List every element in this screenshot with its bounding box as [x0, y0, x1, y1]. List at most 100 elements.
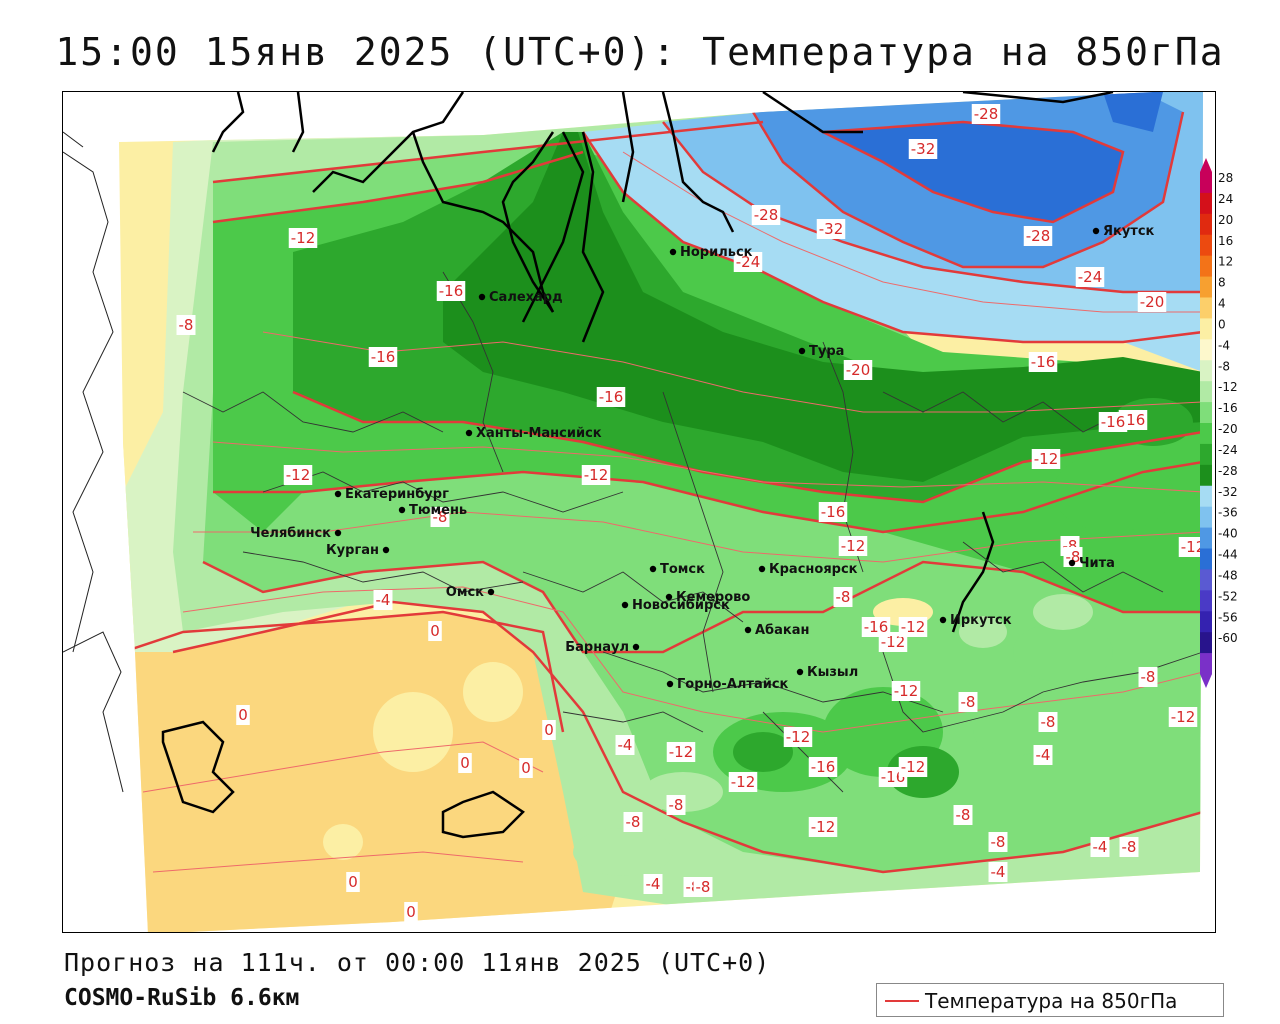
isotherm-label: -16	[371, 348, 396, 366]
colorbar-swatch	[1200, 318, 1212, 340]
isotherm-label: 0	[544, 721, 554, 739]
city-label: Абакан	[755, 623, 810, 638]
isotherm-label-bg	[733, 252, 763, 272]
legend-label: Температура на 850гПа	[925, 989, 1178, 1013]
city-label: Чита	[1079, 556, 1115, 571]
isotherm-label-bg	[288, 228, 318, 248]
isotherm-label-bg	[1138, 667, 1158, 687]
colorbar-swatches	[1200, 158, 1212, 688]
city-marker: Красноярск	[758, 562, 858, 577]
city-dot	[1068, 559, 1076, 567]
isotherm-label-bg	[176, 315, 196, 335]
city-marker: Якутск	[1092, 224, 1155, 239]
isotherm-label: 0	[406, 903, 416, 921]
colorbar-swatch	[1200, 297, 1212, 319]
isotherm-label-bg	[1098, 412, 1128, 432]
isotherm-label-bg	[666, 795, 686, 815]
city-label: Красноярск	[769, 562, 858, 577]
isotherm-label-bg	[623, 812, 643, 832]
colorbar-swatch	[1200, 485, 1212, 508]
isotherm-label-bg	[988, 832, 1008, 852]
isotherm-label: -8	[179, 316, 194, 334]
isotherm-label: -16	[811, 758, 836, 776]
isotherm-label: -8	[836, 588, 851, 606]
isotherm-label-bg	[1031, 449, 1061, 469]
isotherm-label: -16	[1101, 413, 1126, 431]
city-dot	[1092, 227, 1100, 235]
city-markers: Салехард Норильск Якутск Тура Ханты-Мансийск…	[250, 224, 1154, 692]
colorbar-tick-labels: 28 24 20 16 12 8 4 0 -4 -8 -12 -16 -20 -24 -28 -32 -36 -4…	[1218, 171, 1238, 645]
isotherm-label-bg	[1119, 837, 1139, 857]
colorbar-tick-label: 8	[1218, 276, 1226, 290]
isotherm-label: -12	[1034, 450, 1059, 468]
city-dot	[669, 248, 677, 256]
isotherm-label: -12	[669, 743, 694, 761]
isotherm-label-bg	[833, 587, 853, 607]
city-dot	[666, 680, 674, 688]
city-label: Горно-Алтайск	[677, 677, 789, 692]
city-marker: Кемерово	[665, 590, 750, 605]
city-label: Норильск	[680, 245, 753, 260]
isotherm-label-bg	[843, 360, 873, 380]
colorbar-tick-label: -40	[1218, 527, 1238, 541]
city-dot	[665, 593, 673, 601]
city-dot	[398, 506, 406, 514]
colorbar-swatch	[1200, 381, 1212, 403]
colorbar-tick-label: 4	[1218, 297, 1226, 311]
colorbar-tick-label: -4	[1218, 338, 1230, 352]
city-marker: Горно-Алтайск	[666, 677, 789, 692]
city-marker: Тюмень	[398, 503, 467, 518]
colorbar-tick-label: 0	[1218, 317, 1226, 331]
colorbar-tick-label: 12	[1218, 255, 1233, 269]
temperature-colorbar: 28 24 20 16 12 8 4 0 -4 -8 -12 -16 -20 -24 -28 -32 -36 -4…	[1198, 158, 1268, 688]
isotherm-label: -32	[819, 220, 844, 238]
colorbar-tick-label: 16	[1218, 234, 1233, 248]
colorbar-swatch	[1200, 172, 1212, 194]
isotherm-label: -4	[991, 863, 1006, 881]
isotherm-label: -12	[841, 537, 866, 555]
isotherm-label: -12	[786, 728, 811, 746]
isotherm-label: 0	[430, 622, 440, 640]
isotherm-label: -8	[626, 813, 641, 831]
isotherm-label: -4	[1093, 838, 1108, 856]
city-dot	[798, 347, 806, 355]
isotherm-label-bg	[458, 753, 472, 773]
isotherm-label: -28	[754, 206, 779, 224]
colorbar-tick-label: -32	[1218, 485, 1238, 499]
city-marker: Тура	[798, 344, 844, 359]
city-marker: Новосибирск	[621, 598, 730, 613]
isotherm-label: -16	[439, 282, 464, 300]
city-label: Екатеринбург	[345, 487, 449, 502]
isotherm-label-bg	[368, 347, 398, 367]
city-label: Ханты-Мансийск	[476, 426, 602, 441]
isotherm-label: -20	[846, 361, 871, 379]
city-label: Тюмень	[409, 503, 467, 518]
colorbar-swatch	[1200, 506, 1212, 529]
isotherm-label: -16	[1031, 353, 1056, 371]
isotherm-label-bg	[891, 681, 921, 701]
colorbar-swatch	[1200, 234, 1212, 257]
city-label: Омск	[446, 585, 484, 600]
city-marker: Барнаул	[565, 640, 640, 655]
city-marker: Кызыл	[796, 665, 858, 680]
colorbar-swatch	[1200, 653, 1212, 675]
forecast-info: Прогноз на 111ч. от 00:00 11янв 2025 (UT…	[64, 948, 771, 977]
isotherm-label: 0	[238, 706, 248, 724]
city-dot	[621, 601, 629, 609]
city-label: Иркутск	[950, 613, 1012, 628]
isotherm-label: -12	[1171, 708, 1196, 726]
isotherm-label: -12	[1181, 538, 1206, 556]
city-dot	[487, 588, 495, 596]
city-dot	[382, 546, 390, 554]
isotherm-label-bg	[1023, 226, 1053, 246]
city-dot	[465, 429, 473, 437]
country-borders-outside	[63, 131, 124, 793]
isotherm-lines-thin	[142, 151, 1203, 873]
isotherm-label: -12	[291, 229, 316, 247]
colorbar-swatch	[1200, 590, 1212, 612]
city-dot	[334, 490, 342, 498]
isotherm-label-bg	[428, 621, 442, 641]
legend: Температура на 850гПа	[876, 983, 1224, 1017]
isotherm-label-bg	[953, 805, 973, 825]
isotherm-label-bg	[693, 877, 713, 897]
